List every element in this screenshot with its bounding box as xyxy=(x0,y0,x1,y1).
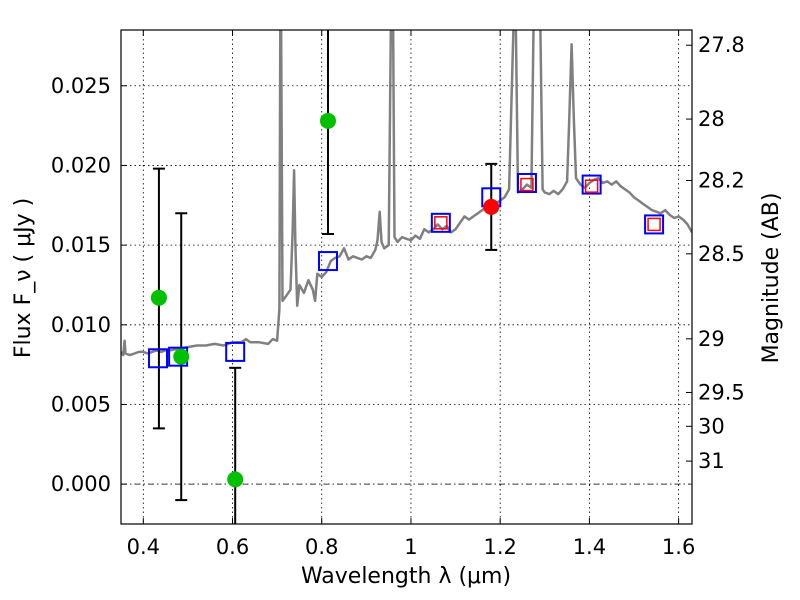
observed-point xyxy=(227,471,244,488)
mag-tick-label: 27.8 xyxy=(698,33,745,57)
x-axis-title: Wavelength λ (μm) xyxy=(301,564,511,589)
y-tick-label: 0.025 xyxy=(51,74,111,98)
x-tick-label: 0.6 xyxy=(216,535,249,559)
model-small-square xyxy=(647,217,661,232)
model-photometry-small-squares xyxy=(434,177,661,232)
y-tick-label: 0.015 xyxy=(51,233,111,257)
mag-tick-label: 28.2 xyxy=(698,168,745,192)
mag-tick-label: 28 xyxy=(698,107,725,131)
observed-point xyxy=(319,112,336,129)
tick-layer: 0.4 0.6 0.8 1 1.2 1.4 1.6 0.000 0.005 0.010 0.015 0… xyxy=(51,30,745,559)
x-tick-label: 0.8 xyxy=(305,535,338,559)
mag-tick-label: 30 xyxy=(698,414,725,438)
y-tick-label: 0.000 xyxy=(51,472,111,496)
x-tick-label: 0.4 xyxy=(127,535,160,559)
y-axis-label-group: Flux F_ν ( μJy ) xyxy=(11,198,36,358)
y-axis-right-title: Magnitude (AB) xyxy=(759,193,784,364)
observed-photometry-points xyxy=(150,112,500,488)
observed-point xyxy=(150,289,167,306)
plot-frame xyxy=(120,29,693,525)
mag-tick-label: 29 xyxy=(698,327,725,351)
model-square xyxy=(225,341,246,362)
y-tick-label: 0.020 xyxy=(51,153,111,177)
model-square xyxy=(430,212,451,233)
mag-tick-label: 31 xyxy=(698,449,725,473)
grid-layer xyxy=(121,30,692,524)
observed-point xyxy=(483,198,500,215)
x-tick-label: 1 xyxy=(404,535,417,559)
y-axis-title: Flux F_ν ( μJy ) xyxy=(11,198,36,358)
mag-tick-label: 29.5 xyxy=(698,380,745,404)
mag-tick-label: 28.5 xyxy=(698,242,745,266)
model-square xyxy=(581,174,602,195)
x-tick-label: 1.6 xyxy=(662,535,695,559)
x-axis-label: Wavelength λ (μm) xyxy=(301,564,511,589)
x-tick-label: 1.2 xyxy=(483,535,516,559)
y-tick-label: 0.005 xyxy=(51,392,111,416)
x-tick-label: 1.4 xyxy=(573,535,606,559)
observed-point xyxy=(173,348,190,365)
y-axis-right-label-group: Magnitude (AB) xyxy=(759,193,784,364)
y-tick-label: 0.010 xyxy=(51,313,111,337)
model-square xyxy=(644,214,665,235)
model-small-square xyxy=(584,179,599,193)
model-square xyxy=(317,251,338,272)
model-square xyxy=(148,348,169,369)
model-small-square xyxy=(520,177,534,192)
model-photometry-squares xyxy=(148,172,665,369)
model-small-square xyxy=(434,216,448,230)
plot-area xyxy=(121,30,692,524)
error-bars xyxy=(152,30,498,524)
model-square xyxy=(516,172,537,193)
model-spectrum-line xyxy=(121,30,692,357)
